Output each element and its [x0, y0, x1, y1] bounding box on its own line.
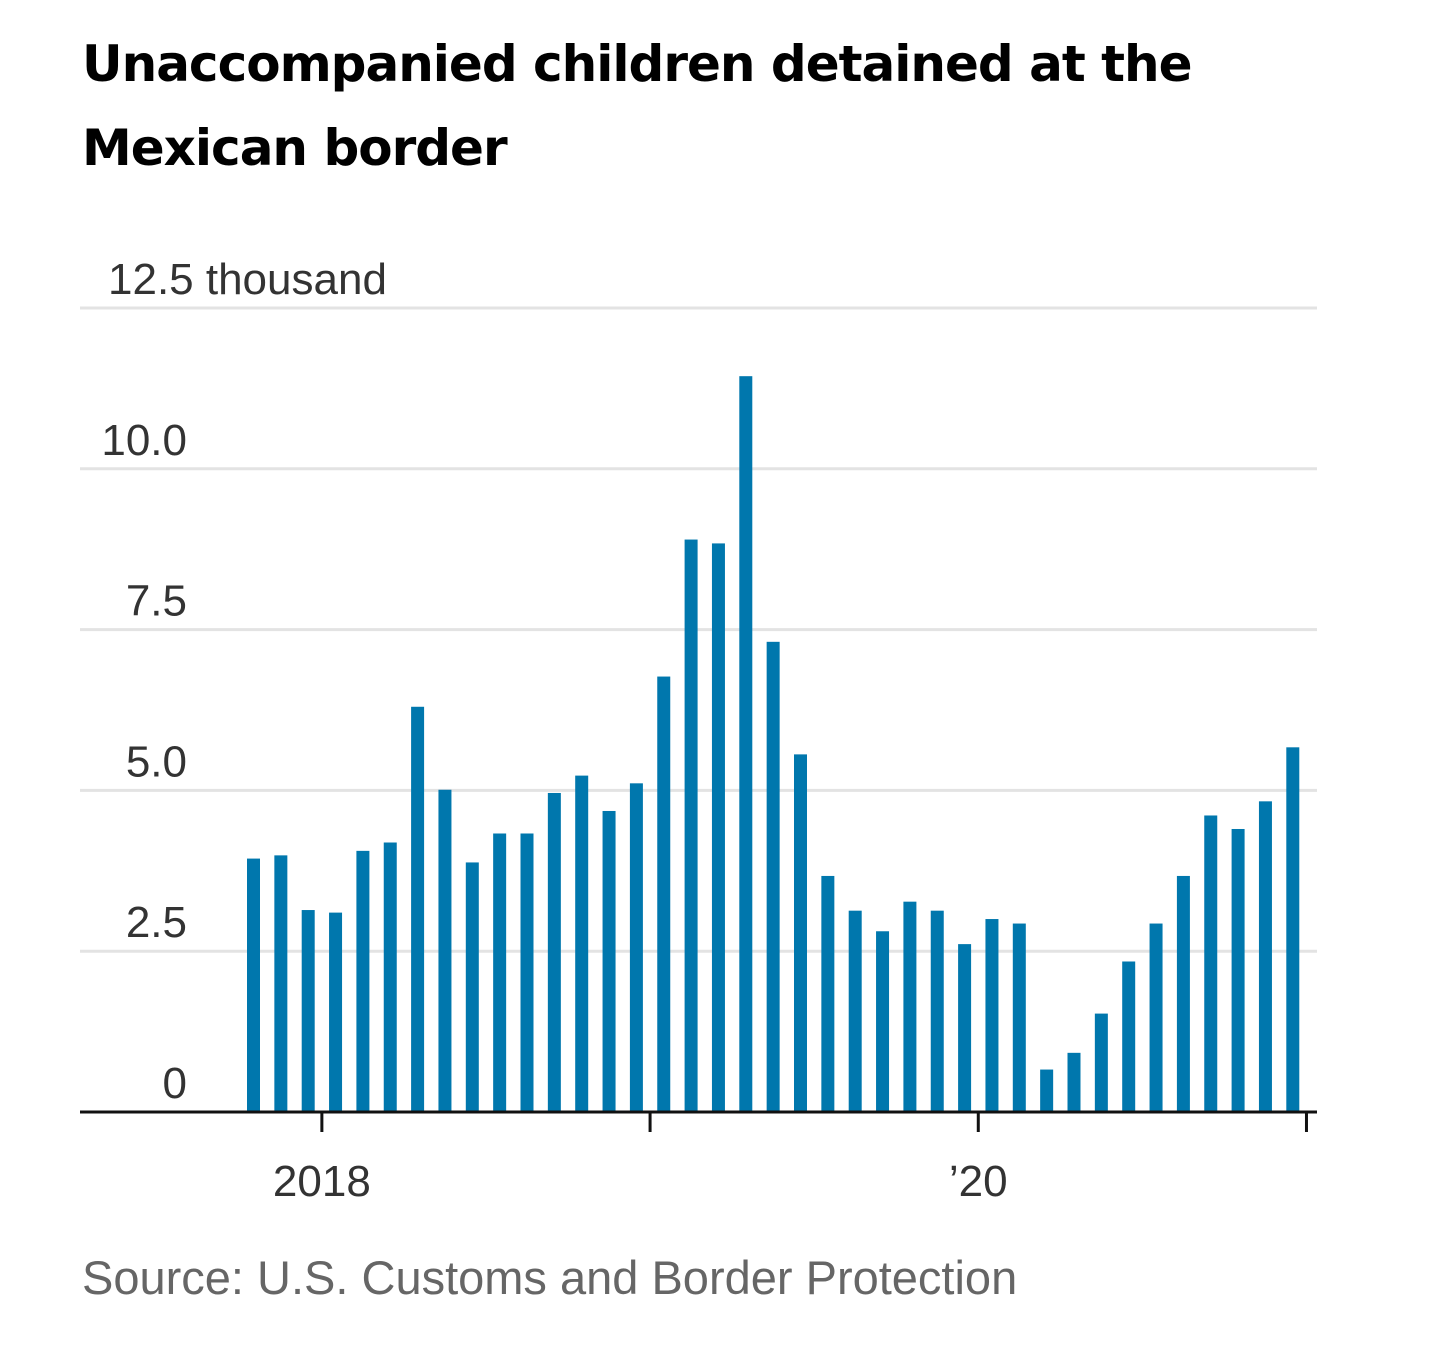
bar	[438, 789, 452, 1112]
y-tick-label: 5.0	[126, 737, 187, 786]
y-tick-label: 7.5	[126, 577, 187, 626]
x-axis: 2018 ’20	[80, 1110, 1317, 1206]
source-note: Source: U.S. Customs and Border Protecti…	[82, 1251, 1018, 1304]
y-tick-label: 0	[163, 1059, 187, 1108]
x-tick-label: 2018	[273, 1157, 371, 1206]
bar	[711, 543, 725, 1112]
bar	[1149, 923, 1163, 1112]
bar	[1094, 1013, 1108, 1112]
bar	[739, 376, 753, 1112]
bar	[411, 706, 425, 1112]
bar	[1231, 828, 1245, 1112]
bar	[301, 910, 315, 1112]
bar	[876, 931, 890, 1112]
bar	[520, 833, 534, 1112]
bar	[274, 855, 288, 1112]
bar	[794, 754, 807, 1112]
bar	[493, 833, 507, 1112]
bar	[1067, 1052, 1081, 1112]
bar	[602, 810, 616, 1112]
bar	[848, 910, 862, 1112]
bar	[547, 792, 561, 1112]
y-tick-label: 12.5 thousand	[108, 255, 387, 304]
y-tick-label: 10.0	[101, 416, 187, 465]
bar	[1040, 1069, 1054, 1112]
bar	[766, 641, 780, 1112]
bar	[247, 858, 260, 1112]
bar	[329, 912, 343, 1112]
bar	[903, 901, 917, 1112]
x-tick-label: ’20	[949, 1157, 1008, 1206]
bar	[356, 850, 370, 1112]
bar	[1204, 815, 1218, 1112]
bar	[1176, 875, 1190, 1112]
bar	[1122, 961, 1136, 1112]
bar	[465, 862, 479, 1112]
bar	[821, 875, 835, 1112]
bar	[1258, 801, 1272, 1112]
y-tick-label: 2.5	[126, 898, 187, 947]
bar	[1286, 747, 1300, 1112]
y-axis: 0 2.5 5.0 7.5 10.0 12.5 thousand	[101, 255, 387, 1108]
chart-title: Unaccompanied children detained at the M…	[82, 35, 1193, 177]
gridlines	[80, 306, 1317, 953]
bar	[930, 910, 944, 1112]
bar	[575, 775, 589, 1112]
bar	[629, 783, 643, 1112]
bar	[985, 919, 999, 1112]
bar	[958, 944, 972, 1112]
bar	[1012, 923, 1026, 1112]
bar	[657, 676, 671, 1112]
bar-chart: 0 2.5 5.0 7.5 10.0 12.5 thousand 2018 ’20	[80, 255, 1317, 1206]
bars	[247, 376, 1300, 1112]
bar	[684, 539, 698, 1112]
bar	[383, 842, 397, 1112]
